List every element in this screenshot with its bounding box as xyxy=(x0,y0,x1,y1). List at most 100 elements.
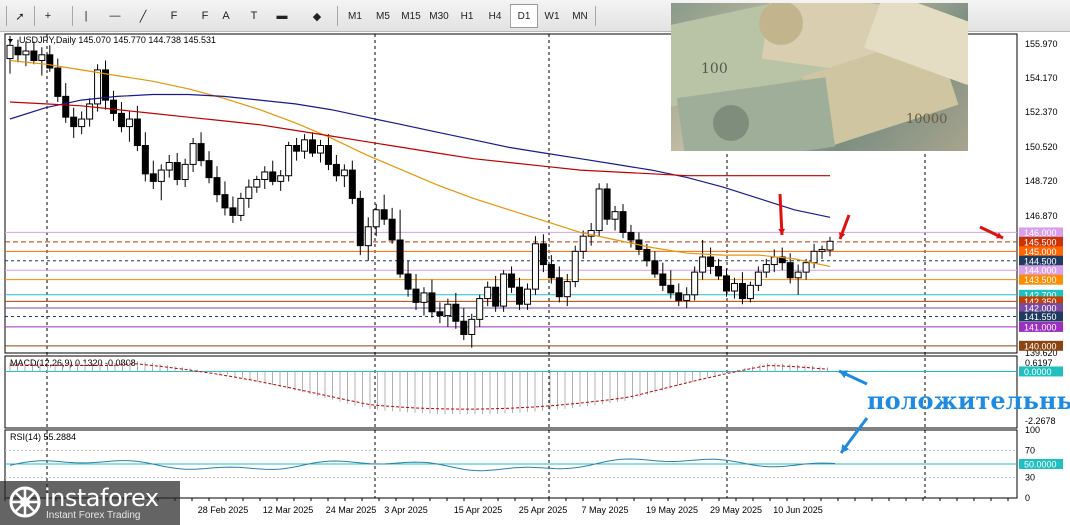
candle-body xyxy=(141,144,149,175)
candle-body xyxy=(14,46,22,56)
level-label: 143.500 xyxy=(1024,275,1057,285)
price-axis-label: 146.870 xyxy=(1025,211,1058,221)
candle-body xyxy=(245,186,253,199)
text-icon[interactable]: A xyxy=(222,10,230,22)
candle-body xyxy=(412,288,420,303)
candle-body xyxy=(619,211,627,233)
timeframe-m5[interactable]: M5 xyxy=(376,10,390,22)
text-label-icon[interactable]: T xyxy=(250,10,258,22)
trendline-icon[interactable]: ╱ xyxy=(139,10,147,23)
candle-body xyxy=(117,112,125,128)
candle-body xyxy=(595,188,603,232)
rsi-level-label: 50.0000 xyxy=(1024,460,1057,470)
level-label: 144.500 xyxy=(1024,256,1057,266)
level-label-box xyxy=(1019,321,1063,332)
level-label-box xyxy=(1019,311,1063,322)
crosshair-icon[interactable]: + xyxy=(44,10,52,22)
candle-body xyxy=(94,69,102,105)
candle-body xyxy=(324,144,332,165)
timeframe-d1[interactable]: D1 xyxy=(510,4,538,28)
candle-body xyxy=(810,250,818,264)
candle-body xyxy=(78,118,86,128)
candle-body xyxy=(460,320,468,335)
level-label-box xyxy=(1019,289,1063,300)
level-label: 142.000 xyxy=(1024,304,1057,314)
level-label-box xyxy=(1019,296,1063,307)
timeframe-h4[interactable]: H4 xyxy=(488,10,502,22)
macd-zero-box xyxy=(1019,366,1063,377)
macd-axis-label: -2.2678 xyxy=(1025,416,1056,426)
logo-mark-icon xyxy=(9,486,41,518)
candle-body xyxy=(285,144,293,177)
date-axis-label: 29 May 2025 xyxy=(710,505,762,515)
candle-body xyxy=(102,69,110,101)
candle-body xyxy=(109,99,117,114)
toolbar-separator xyxy=(595,6,596,26)
candle-body xyxy=(651,260,659,275)
level-label-box xyxy=(1019,255,1063,266)
candle-body xyxy=(786,262,794,279)
cursor-icon[interactable]: ➚ xyxy=(15,10,25,23)
timeframe-m1[interactable]: M1 xyxy=(348,10,362,22)
annotation-arrow xyxy=(778,193,784,236)
candle-body xyxy=(531,243,539,290)
candle-body xyxy=(770,256,778,266)
chart-header: USDJPY,Daily 145.070 145.770 144.738 145… xyxy=(19,35,216,45)
candle-body xyxy=(133,118,141,146)
candle-body xyxy=(547,264,555,279)
price-axis-label: 155.970 xyxy=(1025,39,1058,49)
annotation-arrow-head xyxy=(996,232,1003,239)
candle-body xyxy=(516,286,524,305)
candle-body xyxy=(86,103,94,120)
timeframe-h1[interactable]: H1 xyxy=(460,10,474,22)
candle-body xyxy=(659,273,667,286)
toolbar-separator xyxy=(6,6,7,26)
candle-body xyxy=(627,231,635,241)
timeframe-m30[interactable]: M30 xyxy=(429,10,449,22)
moving-average-line xyxy=(9,59,831,267)
candle-body xyxy=(675,292,683,301)
candle-body xyxy=(380,209,388,220)
shapes-icon[interactable]: ◆ xyxy=(312,10,322,23)
level-label: 140.000 xyxy=(1024,341,1057,351)
timeframe-m15[interactable]: M15 xyxy=(401,10,421,22)
candle-body xyxy=(189,143,197,165)
horizontal-line-icon[interactable]: — xyxy=(109,10,121,22)
rsi-level-box xyxy=(1019,459,1063,469)
rectangle-icon[interactable]: ▬ xyxy=(276,10,288,22)
toolbar-separator xyxy=(72,6,73,26)
candle-body xyxy=(611,211,619,220)
vertical-line-icon[interactable]: | xyxy=(84,10,88,22)
timeframe-w1[interactable]: W1 xyxy=(544,10,560,22)
candle-body xyxy=(237,197,245,216)
candle-body xyxy=(221,194,229,209)
fibonacci-icon[interactable]: F xyxy=(170,10,178,22)
candle-body xyxy=(165,162,173,171)
level-label: 146.000 xyxy=(1024,228,1057,238)
candle-body xyxy=(277,175,285,182)
annotation-blue-arrow-head xyxy=(839,370,848,379)
macd-signal-line xyxy=(10,363,828,410)
chart-area[interactable]: 155.970 154.170 152.370 150.520 148.720 146.8… xyxy=(0,32,1070,525)
candle-body xyxy=(730,282,738,292)
rsi-axis-label: 0 xyxy=(1025,493,1030,503)
candle-body xyxy=(30,50,38,61)
moving-average-line xyxy=(9,93,831,218)
candle-body xyxy=(6,44,14,60)
brand-logo: instaforex Instant Forex Trading xyxy=(0,481,180,525)
price-axis-label: 150.520 xyxy=(1025,142,1058,152)
level-label-box xyxy=(1019,265,1063,276)
toolbar-separator xyxy=(510,6,511,26)
timeframe-mn[interactable]: MN xyxy=(572,10,588,22)
annotation-text: положительны xyxy=(867,386,1070,415)
candle-body xyxy=(340,169,348,177)
date-axis-label: 10 Jun 2025 xyxy=(773,505,823,515)
candle-body xyxy=(555,277,563,298)
level-label-box xyxy=(1019,340,1063,351)
candle-body xyxy=(364,226,372,247)
candle-body xyxy=(62,95,70,118)
level-label-box xyxy=(1019,246,1063,257)
level-label: 142.350 xyxy=(1024,297,1057,307)
channel-icon[interactable]: F xyxy=(201,10,209,22)
candle-body xyxy=(754,271,762,286)
